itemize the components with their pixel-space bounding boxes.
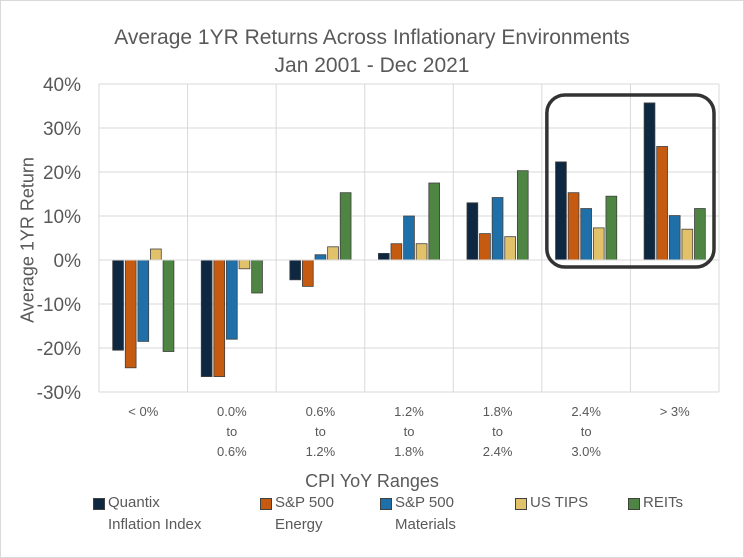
bar — [238, 259, 251, 270]
x-tick-label: to — [226, 424, 237, 439]
x-axis-label: CPI YoY Ranges — [305, 471, 439, 491]
chart-subtitle: Jan 2001 - Dec 2021 — [274, 54, 470, 77]
x-tick-label: to — [404, 424, 415, 439]
y-tick-label: -10% — [37, 295, 81, 316]
bar — [314, 254, 327, 261]
x-tick-label: 1.2% — [394, 404, 424, 419]
bar — [226, 259, 238, 340]
bar — [694, 208, 706, 261]
y-axis-label: Average 1YR Return — [17, 157, 38, 323]
bar — [428, 182, 440, 261]
bar — [555, 161, 567, 261]
bar — [302, 259, 314, 287]
x-tick-label: 0.0% — [217, 404, 247, 419]
bar — [137, 259, 150, 342]
y-tick-label: 0% — [54, 251, 82, 272]
bar-chart: -30% -20% -10% 0% 10% 20% 30% 40% < 0% 0.0% to 0.6%… — [37, 75, 720, 459]
bar — [643, 102, 656, 261]
legend-swatch — [628, 498, 640, 510]
bar — [656, 146, 668, 261]
chart-title: Average 1YR Returns Across Inflationary … — [114, 26, 630, 49]
bar — [200, 259, 213, 377]
bar — [580, 208, 592, 261]
bar — [112, 259, 124, 351]
legend: Quantix Inflation Index S&P 500 Energy S&P 5… — [0, 494, 744, 544]
bar — [339, 192, 352, 261]
legend-label: Quantix — [108, 494, 160, 511]
legend-label: REITs — [643, 494, 684, 511]
bar — [289, 259, 302, 281]
y-tick-label: 10% — [43, 207, 81, 228]
bar — [124, 259, 137, 369]
legend-swatch — [515, 498, 527, 510]
bar — [403, 215, 415, 261]
bar — [390, 243, 403, 261]
bar — [491, 197, 504, 261]
x-tick-label: 3.0% — [571, 444, 601, 459]
bar — [415, 243, 428, 261]
bar — [479, 233, 491, 261]
bar — [377, 252, 390, 261]
y-tick-label: -30% — [37, 383, 81, 404]
x-tick-label: < 0% — [128, 404, 158, 419]
bar — [150, 248, 162, 261]
x-tick-label: > 3% — [660, 404, 690, 419]
x-tick-label: to — [315, 424, 326, 439]
bar — [466, 202, 479, 261]
highlight-box — [545, 93, 716, 269]
legend-label: US TIPS — [530, 494, 589, 511]
bar — [567, 192, 580, 261]
legend-swatch — [260, 498, 272, 510]
x-tick-label: to — [581, 424, 592, 439]
legend-swatch — [380, 498, 392, 510]
y-tick-label: -20% — [37, 339, 81, 360]
x-tick-label: 2.4% — [571, 404, 601, 419]
bar — [504, 236, 516, 261]
bar — [251, 259, 263, 294]
y-tick-label: 30% — [43, 119, 81, 140]
legend-label: S&P 500 — [275, 494, 334, 511]
bar — [592, 227, 605, 261]
bar — [213, 259, 226, 377]
bar — [162, 259, 175, 352]
bar — [681, 228, 694, 261]
x-tick-label: 2.4% — [483, 444, 513, 459]
x-tick-label: 0.6% — [217, 444, 247, 459]
bar — [605, 195, 618, 261]
x-tick-label: 0.6% — [306, 404, 336, 419]
legend-label: S&P 500 — [395, 494, 454, 511]
legend-label: Energy — [275, 516, 323, 533]
y-tick-label: 40% — [43, 75, 81, 96]
legend-swatch — [93, 498, 105, 510]
legend-label: Inflation Index — [108, 516, 202, 533]
x-tick-label: to — [492, 424, 503, 439]
x-tick-label: 1.2% — [306, 444, 336, 459]
x-tick-label: 1.8% — [483, 404, 513, 419]
x-tick-label: 1.8% — [394, 444, 424, 459]
bar — [327, 246, 339, 261]
legend-label: Materials — [395, 516, 456, 533]
bar — [668, 215, 681, 261]
bar — [516, 170, 529, 261]
y-tick-label: 20% — [43, 163, 81, 184]
